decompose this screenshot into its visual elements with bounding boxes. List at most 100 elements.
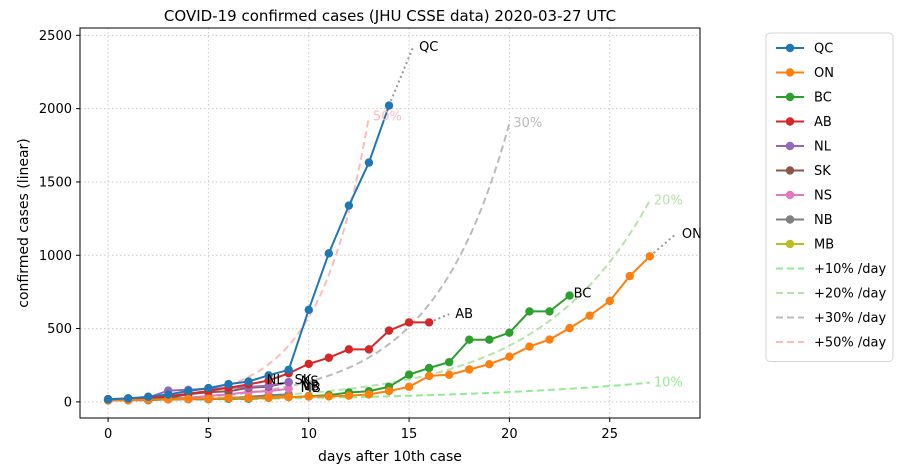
series-end-label: NS [301, 375, 319, 390]
legend-marker [785, 92, 795, 102]
data-point [525, 342, 534, 351]
y-tick-label: 2500 [39, 29, 72, 44]
data-point [284, 365, 293, 374]
data-point [505, 352, 514, 361]
data-point [404, 370, 414, 379]
legend-label: NL [814, 140, 832, 155]
legend-label: +50% /day [814, 336, 887, 351]
y-tick-label: 1000 [39, 249, 72, 264]
data-point [284, 377, 293, 387]
data-point [103, 395, 113, 404]
chart-title: COVID-19 confirmed cases (JHU CSSE data)… [164, 7, 616, 25]
data-point [585, 311, 594, 320]
legend-label: NS [814, 189, 832, 204]
series-line [108, 105, 390, 401]
plot-frame [79, 27, 701, 419]
data-point [525, 307, 534, 316]
series-end-label: SK [295, 373, 312, 388]
data-point [424, 363, 434, 373]
data-point [364, 345, 374, 354]
data-point [364, 158, 374, 167]
x-tick-label: 15 [401, 427, 418, 442]
data-point [625, 271, 634, 281]
projection-tail [649, 233, 677, 258]
data-point [304, 359, 313, 369]
x-tick-label: 25 [601, 427, 618, 442]
data-point [204, 394, 213, 403]
data-point [364, 390, 374, 399]
data-point [304, 392, 313, 401]
reference-line [108, 116, 370, 402]
data-point [184, 394, 193, 404]
data-point [404, 318, 414, 327]
data-point [545, 307, 554, 316]
data-point [605, 296, 614, 306]
legend-marker [785, 43, 795, 53]
y-tick-label: 1500 [39, 175, 72, 190]
series-end-label: QC [419, 40, 438, 55]
legend-label: +30% /day [814, 311, 887, 326]
legend-marker [785, 68, 795, 77]
series-end-label: BC [574, 287, 592, 302]
reference-label: 50% [373, 110, 402, 125]
legend: QC ON BC AB NL SK NS NB MB +10% /day +20% /day +30%… [765, 32, 894, 362]
data-point [324, 353, 334, 362]
projection-tail [428, 313, 450, 324]
data-point [485, 335, 494, 344]
data-point [384, 326, 394, 335]
data-point [204, 383, 213, 393]
legend-label: ON [814, 66, 834, 81]
data-point [344, 201, 354, 210]
x-tick-label: 0 [104, 427, 112, 442]
y-tick-label: 0 [64, 395, 72, 410]
data-point [144, 392, 153, 401]
legend-label: SK [814, 164, 831, 179]
reference-label: 30% [513, 116, 542, 131]
data-point [264, 393, 273, 402]
data-point [384, 386, 394, 396]
legend-marker [785, 190, 795, 200]
data-point [444, 370, 454, 379]
grid [80, 28, 700, 418]
series-line [108, 255, 651, 402]
reference-label: 10% [654, 376, 683, 391]
data-point [164, 390, 173, 399]
data-point [505, 328, 514, 337]
data-point [384, 101, 394, 110]
data-point [284, 392, 293, 402]
x-tick-label: 5 [204, 427, 212, 442]
reference-line [108, 200, 651, 402]
data-point [224, 394, 233, 403]
projection-tails [388, 46, 677, 324]
series-line [108, 294, 571, 402]
data-point [244, 393, 253, 403]
legend-marker [785, 141, 795, 151]
y-tick-label: 500 [47, 322, 72, 337]
data-point [424, 371, 434, 381]
data-point [565, 291, 574, 300]
legend-marker [785, 239, 795, 249]
legend-label: MB [814, 238, 834, 253]
series-end-label: MB [301, 381, 321, 396]
data-point [284, 384, 293, 393]
data-point [565, 323, 574, 333]
data-point [304, 305, 313, 314]
data-point [465, 335, 474, 344]
series-end-label: AB [455, 307, 473, 322]
legend-marker [785, 117, 795, 126]
series-qc [103, 101, 394, 404]
legend-box [765, 32, 894, 362]
legend-label: +20% /day [814, 287, 887, 302]
legend-marker [785, 166, 795, 175]
data-point [344, 391, 354, 400]
data-point [424, 318, 434, 327]
data-point [344, 345, 354, 354]
legend-label: BC [814, 91, 832, 106]
legend-label: AB [814, 115, 832, 130]
series-end-label: NL [267, 373, 285, 388]
reference-lines [108, 116, 651, 402]
legend-label: QC [814, 42, 833, 57]
y-tick-label: 2000 [39, 102, 72, 117]
